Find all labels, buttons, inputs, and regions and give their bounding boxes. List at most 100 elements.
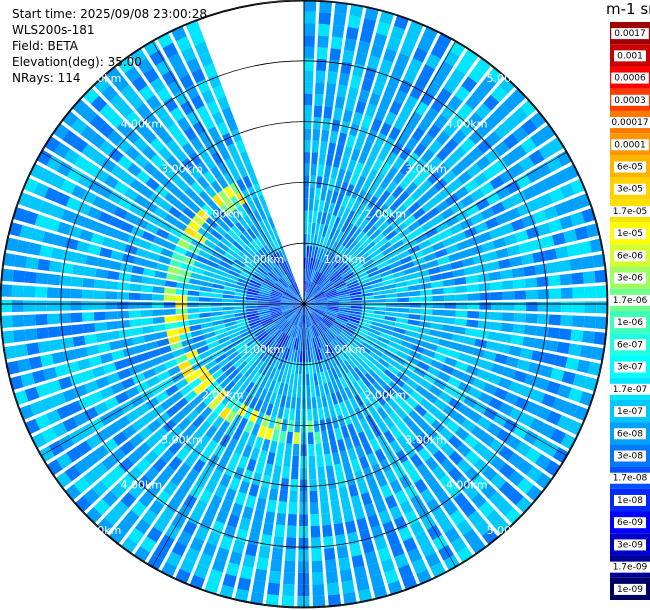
ray-gate [344, 386, 354, 399]
ray-gate [390, 25, 406, 41]
ray-gate [288, 285, 297, 296]
ray-gate [498, 481, 516, 498]
ray-gate [105, 280, 119, 290]
ray-gate [314, 93, 324, 107]
ray-gate [324, 453, 333, 467]
ray-gate [399, 176, 412, 190]
ray-gate [143, 333, 157, 343]
ray-gate [89, 114, 106, 131]
ray-gate [532, 435, 549, 452]
ray-gate [258, 545, 271, 559]
ray-gate [118, 457, 134, 473]
ray-gate [182, 172, 196, 186]
ray-gate [206, 260, 219, 269]
ray-gate [292, 326, 298, 338]
ray-gate [269, 392, 277, 405]
ray-gate [417, 36, 433, 53]
ray-gate [379, 332, 392, 341]
ray-gate [190, 94, 205, 110]
ray-gate [261, 319, 274, 327]
ray-gate [304, 294, 312, 304]
ray-gate [313, 105, 323, 118]
ray-gate [542, 441, 559, 458]
ray-gate [318, 248, 325, 261]
ray-gate [494, 123, 511, 139]
ray-gate [69, 372, 84, 386]
colorbar-label-bg [614, 228, 646, 240]
ray-gate [467, 410, 482, 424]
ray-gate [199, 489, 213, 505]
ray-gate [425, 53, 441, 70]
ray-gate [344, 274, 356, 283]
ray-gate [214, 353, 227, 364]
ray-gate [257, 309, 270, 313]
ray-gate [417, 447, 432, 462]
ray-gate [474, 221, 489, 234]
ray-gate [433, 378, 447, 390]
ray-gate [203, 63, 218, 78]
ray-gate [269, 309, 282, 314]
ray-gate [371, 463, 383, 477]
ray-gate [141, 128, 157, 144]
ray-gate [335, 378, 344, 391]
ray-gate [338, 264, 349, 274]
ray-gate [104, 396, 119, 410]
ray-gate [199, 515, 214, 531]
ray-gate [269, 306, 281, 309]
ray-gate [321, 129, 330, 143]
ray-gate [401, 383, 415, 396]
ray-gate [352, 111, 363, 126]
ray-gate [131, 335, 145, 345]
ray-gate [336, 286, 349, 293]
ray-gate [308, 467, 317, 480]
ray-gate [108, 260, 122, 271]
ray-gate [572, 301, 585, 313]
ray-gate [342, 49, 355, 64]
ray-gate [361, 341, 374, 351]
ray-gate [319, 0, 333, 13]
ray-gate [444, 294, 456, 302]
ray-gate [332, 322, 344, 331]
ray-gate [320, 279, 330, 289]
ray-gate [207, 340, 220, 350]
ray-gate [435, 162, 450, 177]
ray-gate [35, 286, 48, 298]
ray-gate [281, 295, 294, 301]
ray-gate [87, 179, 103, 194]
ray-gate [361, 309, 374, 314]
ray-gate [307, 432, 314, 445]
ray-gate [271, 268, 281, 279]
ray-gate [420, 164, 435, 179]
ray-gate [444, 527, 461, 544]
ray-gate [106, 321, 119, 331]
ray-gate [556, 341, 571, 355]
ray-gate [280, 302, 293, 304]
ray-gate [329, 440, 339, 454]
ray-gate [475, 263, 489, 274]
ray-gate [375, 340, 388, 349]
ray-gate [198, 350, 212, 360]
ray-gate [456, 442, 472, 458]
ray-gate [388, 381, 401, 393]
ray-gate [526, 466, 543, 483]
ray-gate [560, 433, 577, 450]
ray-gate [71, 324, 84, 335]
ray-gate [509, 407, 525, 422]
ray-gate [105, 291, 118, 300]
ray-gate [542, 174, 559, 191]
ray-gate [306, 245, 310, 258]
ray-gate [295, 295, 304, 304]
ray-gate [134, 217, 149, 230]
ray-gate [230, 168, 242, 182]
field-name: Field: BETA [12, 39, 78, 53]
ray-gate [273, 330, 283, 341]
ray-gate [508, 345, 522, 357]
ray-gate [349, 3, 364, 18]
ray-gate [113, 240, 127, 252]
ray-gate [332, 276, 343, 285]
ray-gate [416, 269, 430, 278]
ray-gate [211, 315, 224, 322]
ray-gate [90, 95, 108, 113]
ray-gate [287, 384, 293, 397]
